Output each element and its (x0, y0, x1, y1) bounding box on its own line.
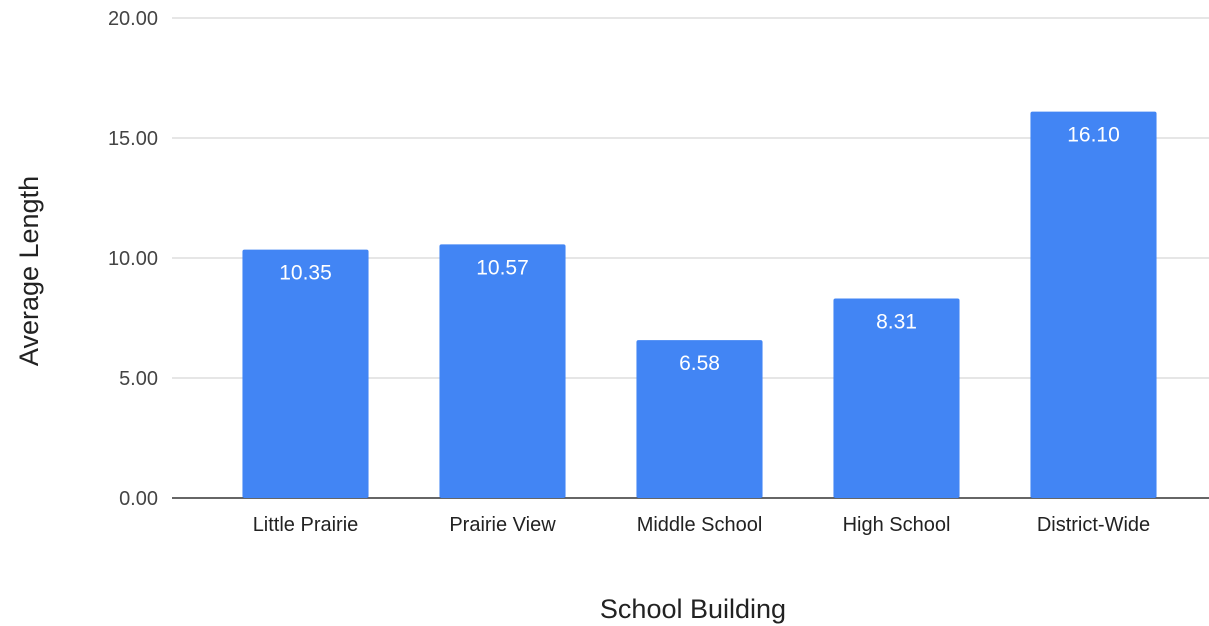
y-tick-label: 0.00 (119, 488, 158, 510)
bar (833, 298, 960, 498)
y-axis-title: Average Length (14, 176, 44, 366)
y-tick-label: 15.00 (108, 128, 158, 150)
bar-value-label: 10.35 (279, 262, 332, 285)
x-tick-label: District-Wide (1037, 514, 1150, 536)
bar-value-label: 6.58 (679, 352, 720, 375)
x-axis-title: School Building (600, 594, 786, 624)
x-axis-ticks: Little Prairie Prairie View Middle School H… (253, 514, 1150, 536)
bar-value-label: 8.31 (876, 311, 917, 334)
bar (1030, 111, 1157, 498)
x-tick-label: Middle School (637, 514, 763, 536)
bar (242, 249, 369, 498)
y-tick-label: 10.00 (108, 248, 158, 270)
x-tick-label: High School (843, 514, 951, 536)
bars: 10.35 10.57 6.58 8.31 16.10 (242, 111, 1157, 498)
bar-value-label: 16.10 (1067, 124, 1120, 147)
y-axis-ticks: 0.00 5.00 10.00 15.00 20.00 (108, 8, 158, 510)
y-tick-label: 20.00 (108, 8, 158, 30)
x-tick-label: Prairie View (449, 514, 556, 536)
bar-value-label: 10.57 (476, 256, 529, 279)
y-tick-label: 5.00 (119, 368, 158, 390)
bar (439, 244, 566, 498)
x-tick-label: Little Prairie (253, 514, 359, 536)
bar (636, 340, 763, 498)
